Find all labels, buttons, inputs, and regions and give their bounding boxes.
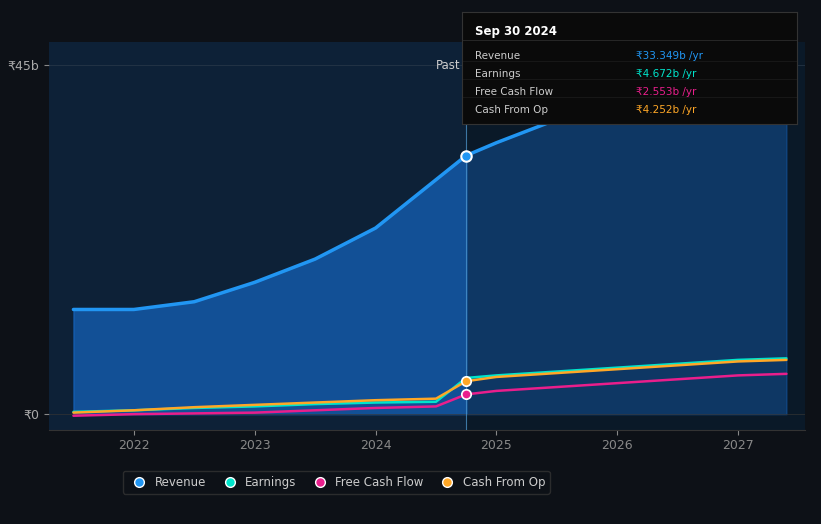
Text: ₹33.349b /yr: ₹33.349b /yr (636, 51, 704, 61)
Text: ₹4.252b /yr: ₹4.252b /yr (636, 105, 696, 115)
Legend: Revenue, Earnings, Free Cash Flow, Cash From Op: Revenue, Earnings, Free Cash Flow, Cash … (122, 471, 550, 494)
Text: Past: Past (435, 59, 460, 72)
Text: ₹4.672b /yr: ₹4.672b /yr (636, 69, 696, 79)
Text: Earnings: Earnings (475, 69, 521, 79)
Text: Cash From Op: Cash From Op (475, 105, 548, 115)
Bar (466, 42, 805, 430)
Text: ₹2.553b /yr: ₹2.553b /yr (636, 87, 696, 97)
Text: Revenue: Revenue (475, 51, 521, 61)
Text: Sep 30 2024: Sep 30 2024 (475, 26, 557, 38)
Text: Free Cash Flow: Free Cash Flow (475, 87, 553, 97)
Text: Analysts Forecasts: Analysts Forecasts (472, 59, 582, 72)
Bar (49, 42, 466, 430)
